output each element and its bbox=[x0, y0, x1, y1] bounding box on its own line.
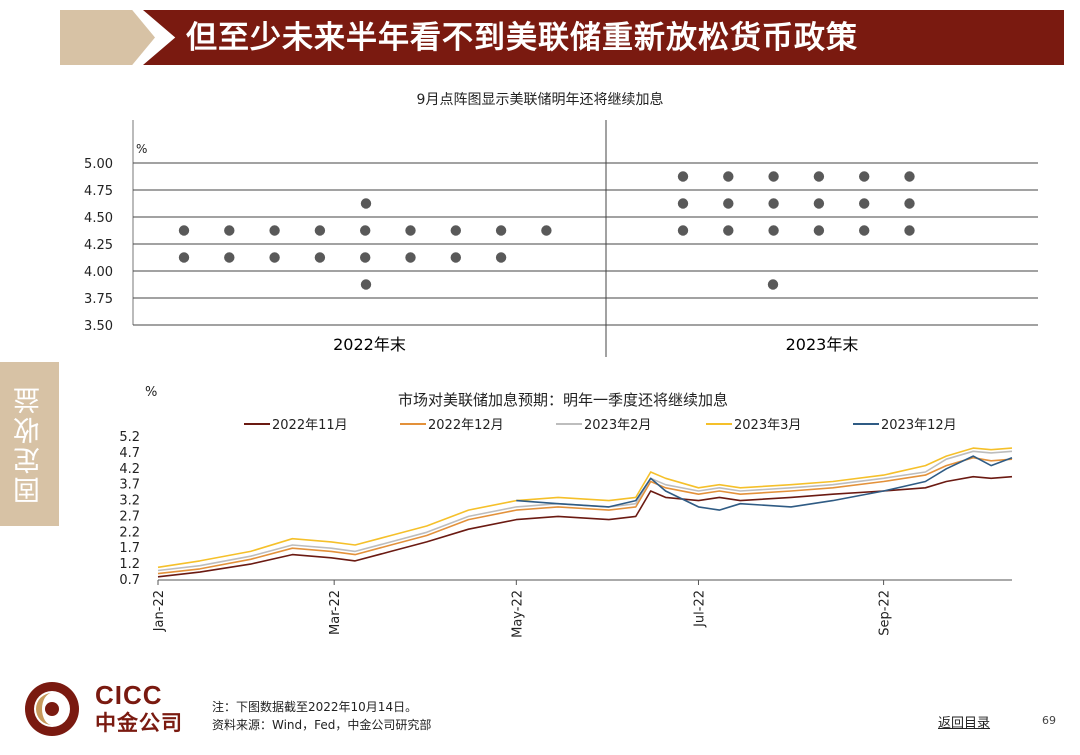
fed-dot bbox=[269, 252, 280, 263]
line-chart-x-tick: Jan-22 bbox=[152, 590, 167, 632]
fed-dot bbox=[859, 225, 870, 236]
fed-dot bbox=[360, 252, 371, 263]
fed-dot bbox=[360, 279, 372, 290]
fed-dot bbox=[859, 198, 870, 209]
dot-plot-group-label: 2022年末 bbox=[333, 335, 406, 354]
fed-dot bbox=[768, 198, 779, 209]
fed-dot bbox=[813, 198, 825, 209]
line-chart-x-tick: Mar-22 bbox=[328, 590, 343, 635]
fed-dot bbox=[723, 198, 734, 209]
line-chart-y-tick: 3.7 bbox=[119, 478, 140, 493]
fed-dot bbox=[768, 171, 779, 182]
source-note: 资料来源：Wind，Fed，中金公司研究部 bbox=[212, 718, 432, 732]
line-chart-y-tick: 0.7 bbox=[119, 573, 140, 588]
line-chart-x-tick: Sep-22 bbox=[878, 590, 893, 636]
legend-label: 2022年12月 bbox=[428, 418, 504, 433]
fed-dot bbox=[768, 225, 779, 236]
line-chart-y-tick: 3.2 bbox=[119, 494, 140, 509]
fed-dot bbox=[360, 225, 371, 236]
fed-dot bbox=[178, 252, 190, 263]
fed-dot bbox=[450, 225, 461, 236]
line-chart-y-tick: 2.7 bbox=[119, 509, 140, 524]
line-chart-y-tick: 4.2 bbox=[119, 462, 140, 477]
line-chart-x-tick: May-22 bbox=[510, 590, 525, 638]
dot-plot-group-label: 2023年末 bbox=[786, 335, 859, 354]
dot-plot-y-tick: 3.50 bbox=[84, 319, 113, 334]
line-chart-title: 市场对美联储加息预期：明年一季度还将继续加息 bbox=[398, 391, 728, 409]
series-line bbox=[516, 455, 1013, 511]
fed-dot bbox=[813, 225, 825, 236]
dot-plot-unit: % bbox=[136, 142, 147, 156]
fed-dot bbox=[495, 252, 507, 263]
fed-dot bbox=[269, 225, 280, 236]
series-line bbox=[157, 450, 1013, 572]
series-line bbox=[157, 475, 1013, 578]
logo-text-en: CICC bbox=[95, 680, 163, 710]
page-title: 但至少未来半年看不到美联储重新放松货币政策 bbox=[186, 20, 858, 56]
legend-label: 2023年12月 bbox=[881, 418, 957, 433]
rate-expectation-chart: % 市场对美联储加息预期：明年一季度还将继续加息 2022年11月 2022年12月 2… bbox=[119, 385, 1013, 638]
back-to-contents-link[interactable]: 返回目录 bbox=[938, 716, 991, 731]
dot-plot-y-tick: 4.25 bbox=[84, 238, 113, 253]
fed-dot bbox=[904, 198, 915, 209]
fed-dot bbox=[677, 171, 689, 182]
fed-dot bbox=[178, 225, 190, 236]
fed-dot bbox=[450, 252, 461, 263]
fed-dot bbox=[224, 225, 235, 236]
fed-dot bbox=[723, 171, 734, 182]
fed-dot bbox=[723, 225, 734, 236]
legend-label: 2023年2月 bbox=[584, 418, 651, 433]
line-chart-y-tick: 4.7 bbox=[119, 446, 140, 461]
fed-dot bbox=[405, 225, 416, 236]
line-chart-y-tick: 5.2 bbox=[119, 430, 140, 445]
dot-plot-chart: 9月点阵图显示美联储明年还将继续加息% 5.00 4.75 4.50 4.25 4.00 3… bbox=[84, 91, 1038, 357]
fed-dot bbox=[541, 225, 552, 236]
line-chart-y-tick: 1.7 bbox=[119, 541, 140, 556]
legend-label: 2023年3月 bbox=[734, 418, 801, 433]
line-chart-y-tick: 2.2 bbox=[119, 525, 140, 540]
fed-dot bbox=[767, 279, 779, 290]
dot-plot-y-tick: 3.75 bbox=[84, 292, 113, 307]
dot-plot-y-tick: 4.50 bbox=[84, 211, 113, 226]
line-chart-x-tick: Jul-22 bbox=[692, 590, 707, 628]
fed-dot bbox=[677, 225, 689, 236]
fed-dot bbox=[405, 252, 416, 263]
fed-dot bbox=[904, 225, 915, 236]
fed-dot bbox=[813, 171, 825, 182]
line-chart-y-tick: 1.2 bbox=[119, 557, 140, 572]
footnote: 注：下图数据截至2022年10月14日。 bbox=[212, 700, 418, 714]
fed-dot bbox=[314, 225, 326, 236]
logo-text-cn: 中金公司 bbox=[95, 711, 183, 735]
fed-dot bbox=[360, 198, 372, 209]
legend-label: 2022年11月 bbox=[272, 418, 348, 433]
cicc-logo-icon bbox=[25, 682, 79, 736]
fed-dot bbox=[859, 171, 870, 182]
fed-dot bbox=[314, 252, 326, 263]
banner-arrow-decoration bbox=[60, 10, 155, 65]
fed-dot bbox=[904, 171, 915, 182]
dot-plot-y-tick: 5.00 bbox=[84, 157, 113, 172]
series-line bbox=[157, 447, 1013, 569]
fed-dot bbox=[224, 252, 235, 263]
fed-dot bbox=[677, 198, 689, 209]
title-banner bbox=[143, 10, 1064, 65]
line-chart-unit: % bbox=[145, 385, 157, 400]
fed-dot bbox=[495, 225, 507, 236]
series-line bbox=[157, 456, 1013, 575]
dot-plot-y-tick: 4.75 bbox=[84, 184, 113, 199]
page-number: 69 bbox=[1042, 714, 1056, 727]
dot-plot-title: 9月点阵图显示美联储明年还将继续加息 bbox=[417, 91, 664, 108]
dot-plot-y-tick: 4.00 bbox=[84, 265, 113, 280]
